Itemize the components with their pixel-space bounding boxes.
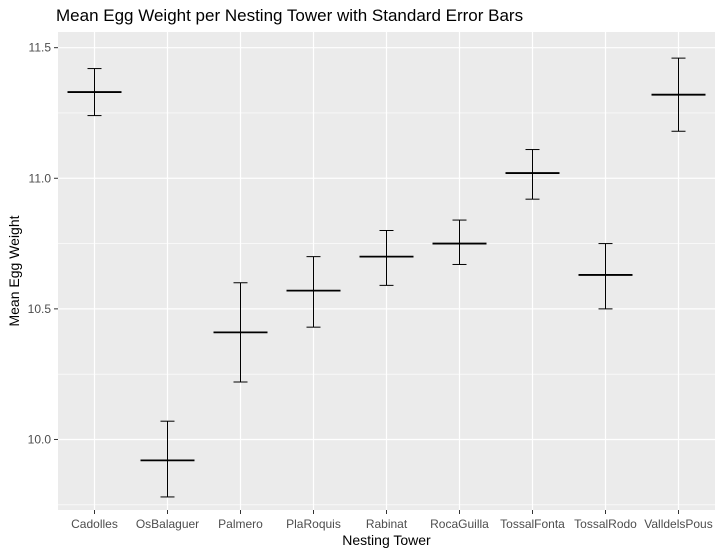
x-tick-label: Cadolles bbox=[71, 517, 118, 531]
x-tick-label: TossalFonta bbox=[500, 517, 565, 531]
error-bars bbox=[67, 57, 706, 498]
x-axis-title: Nesting Tower bbox=[342, 532, 431, 548]
x-tick-label: ValldelsPous bbox=[644, 517, 712, 531]
x-tick-label: TossalRodo bbox=[574, 517, 637, 531]
error-bar-group bbox=[359, 230, 414, 286]
x-axis: Cadolles OsBalaguer Palmero PlaRoquis Rabina… bbox=[71, 510, 713, 531]
error-bar-group bbox=[651, 57, 706, 132]
error-bar-group bbox=[67, 68, 122, 117]
error-bar-group bbox=[213, 282, 268, 383]
y-axis-title: Mean Egg Weight bbox=[6, 215, 22, 326]
x-tick-label: OsBalaguer bbox=[136, 517, 199, 531]
x-tick-label: Rabinat bbox=[366, 517, 408, 531]
x-tick-label: PlaRoquis bbox=[286, 517, 341, 531]
y-tick-label: 11.5 bbox=[29, 41, 52, 55]
y-tick-label: 10.0 bbox=[28, 432, 52, 446]
error-bar-group bbox=[286, 256, 341, 328]
y-tick-label: 11.0 bbox=[29, 171, 52, 185]
y-axis: 10.0 10.5 11.0 11.5 bbox=[28, 41, 58, 446]
error-bar-group bbox=[578, 243, 633, 310]
error-bar-group bbox=[432, 219, 487, 265]
error-bar-group bbox=[505, 149, 560, 200]
x-tick-label: Palmero bbox=[218, 517, 263, 531]
error-bar-group bbox=[140, 420, 195, 498]
x-tick-label: RocaGuilla bbox=[430, 517, 489, 531]
chart-title: Mean Egg Weight per Nesting Tower with S… bbox=[56, 6, 524, 25]
y-tick-label: 10.5 bbox=[28, 302, 52, 316]
